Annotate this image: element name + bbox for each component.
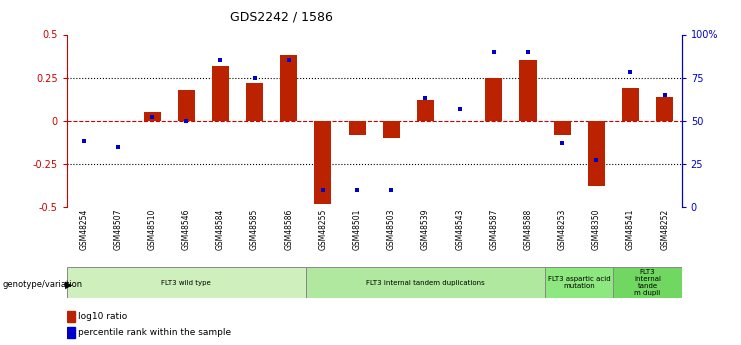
Bar — [588, 121, 605, 186]
Bar — [67, 310, 75, 322]
Text: ▶: ▶ — [65, 280, 73, 289]
Bar — [485, 78, 502, 121]
Bar — [67, 327, 75, 338]
FancyBboxPatch shape — [306, 267, 545, 298]
Text: genotype/variation: genotype/variation — [3, 280, 83, 289]
Bar — [417, 100, 434, 121]
Bar — [554, 121, 571, 135]
Bar — [622, 88, 639, 121]
Text: FLT3 wild type: FLT3 wild type — [162, 280, 211, 286]
FancyBboxPatch shape — [614, 267, 682, 298]
Bar — [212, 66, 229, 121]
Text: GDS2242 / 1586: GDS2242 / 1586 — [230, 10, 333, 23]
FancyBboxPatch shape — [545, 267, 614, 298]
Bar — [656, 97, 673, 121]
Bar — [314, 121, 331, 204]
Bar — [348, 121, 365, 135]
FancyBboxPatch shape — [67, 267, 306, 298]
Text: log10 ratio: log10 ratio — [79, 312, 127, 321]
Bar — [383, 121, 400, 138]
Bar — [178, 90, 195, 121]
Text: FLT3
internal
tande
m dupli: FLT3 internal tande m dupli — [634, 269, 661, 296]
Bar — [280, 55, 297, 121]
Bar — [519, 60, 536, 121]
Bar — [144, 112, 161, 121]
Text: percentile rank within the sample: percentile rank within the sample — [79, 328, 231, 337]
Text: FLT3 internal tandem duplications: FLT3 internal tandem duplications — [366, 280, 485, 286]
Text: FLT3 aspartic acid
mutation: FLT3 aspartic acid mutation — [548, 276, 611, 289]
Bar — [246, 83, 263, 121]
